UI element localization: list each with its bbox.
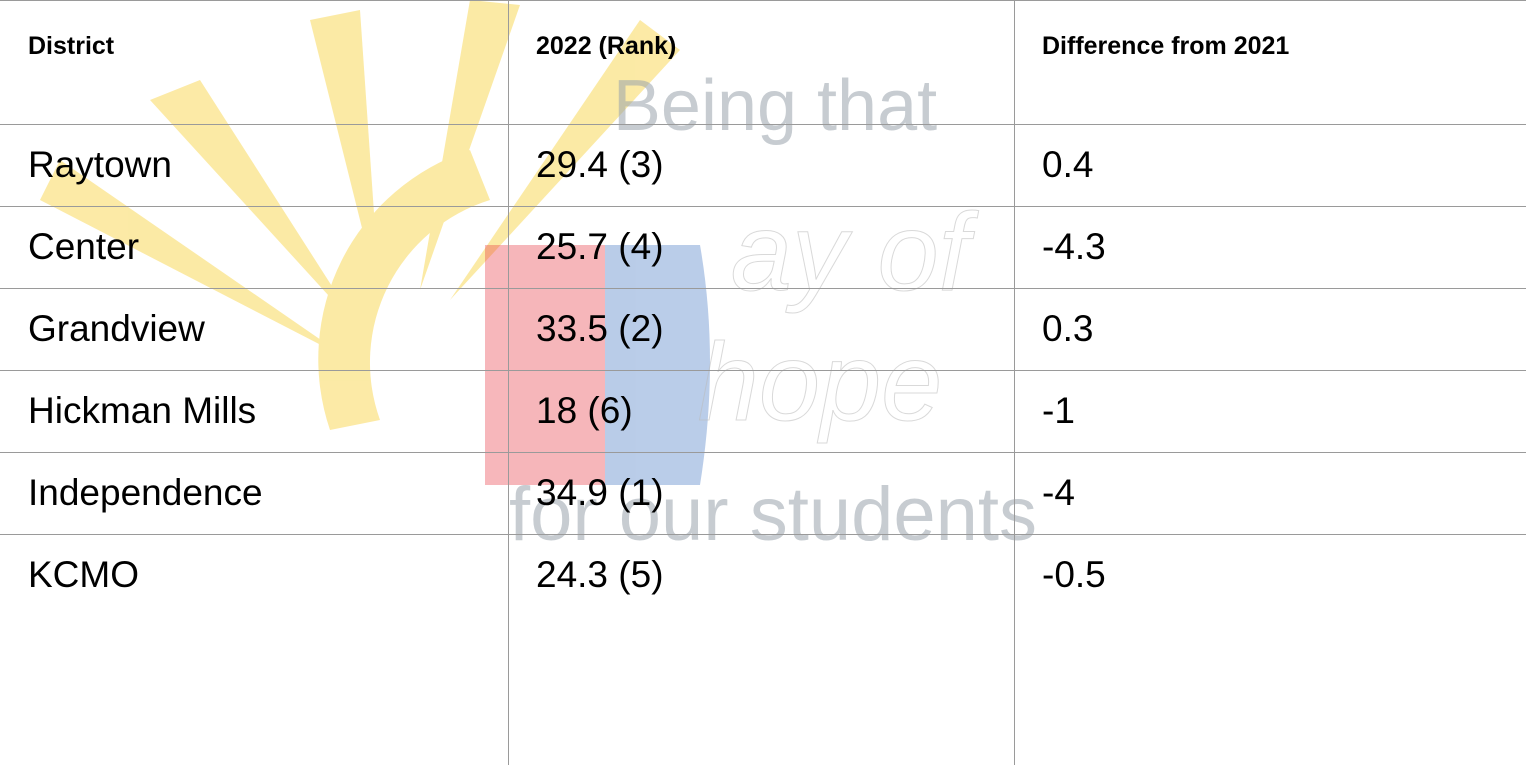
watermark-text: Being that [613, 66, 937, 146]
table-cell: Raytown [28, 144, 172, 185]
watermark-text: ay of [731, 191, 980, 314]
table-cell: 0.4 [1042, 144, 1094, 185]
header-cell: Difference from 2021 [1042, 32, 1290, 60]
watermark-text: hope [698, 321, 943, 444]
table-cell: 29.4 (3) [536, 144, 664, 185]
table-cell: -0.5 [1042, 554, 1106, 595]
header-cell: 2022 (Rank) [536, 32, 677, 60]
row-border [0, 370, 1526, 371]
table-cell: Independence [28, 472, 263, 513]
table-cell: Hickman Mills [28, 390, 257, 431]
watermark-text: for our students [509, 472, 1037, 557]
logo-d [485, 245, 710, 485]
row-border [0, 288, 1526, 289]
table-cell: 25.7 (4) [536, 226, 664, 267]
column-border [508, 0, 509, 765]
row-border [0, 206, 1526, 207]
table-cell: 34.9 (1) [536, 472, 664, 513]
table-cell: 24.3 (5) [536, 554, 664, 595]
table-cell: KCMO [28, 554, 139, 595]
sun-rays [40, 0, 680, 430]
row-border [0, 124, 1526, 125]
table-cell: Grandview [28, 308, 205, 349]
table-cell: -1 [1042, 390, 1075, 431]
row-border [0, 452, 1526, 453]
table-cell: -4 [1042, 472, 1075, 513]
table-cell: 18 (6) [536, 390, 633, 431]
table-cell: Center [28, 226, 140, 267]
row-border [0, 534, 1526, 535]
header-cell: District [28, 32, 115, 60]
table-cell: 33.5 (2) [536, 308, 664, 349]
table-cell: 0.3 [1042, 308, 1094, 349]
table-cell: -4.3 [1042, 226, 1106, 267]
row-border [0, 0, 1526, 1]
column-border [1014, 0, 1015, 765]
